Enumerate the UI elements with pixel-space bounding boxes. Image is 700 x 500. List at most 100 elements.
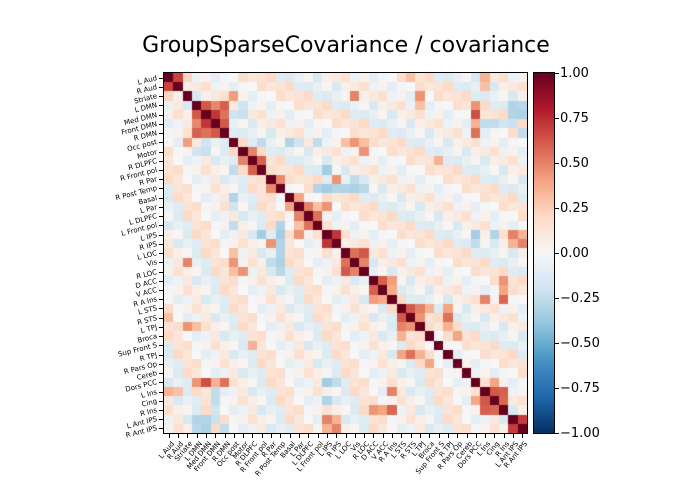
colorbar-tick-label: −0.75 (560, 380, 600, 396)
y-axis-tick (159, 234, 163, 236)
colorbar-tick-label: 0.00 (560, 245, 589, 261)
x-axis-tick (196, 434, 198, 438)
colorbar-tick-label: 0.50 (560, 155, 589, 171)
colorbar-gradient (534, 73, 554, 433)
y-axis-tick (159, 326, 163, 328)
x-axis-tick (522, 434, 524, 438)
y-axis-tick (159, 123, 163, 125)
y-axis-tick (159, 391, 163, 393)
x-axis-tick (308, 434, 310, 438)
y-axis-tick (159, 114, 163, 116)
y-axis-tick (159, 96, 163, 98)
colorbar-tick-label: −0.25 (560, 290, 600, 306)
y-axis-tick (159, 419, 163, 421)
x-axis-tick (485, 434, 487, 438)
x-axis-tick (466, 434, 468, 438)
x-axis-tick (289, 434, 291, 438)
x-axis-tick (215, 434, 217, 438)
x-axis-tick (373, 434, 375, 438)
y-axis-tick (159, 77, 163, 79)
x-axis-tick (317, 434, 319, 438)
y-axis-tick (159, 105, 163, 107)
x-axis-tick (457, 434, 459, 438)
x-axis-tick (326, 434, 328, 438)
colorbar-tick (555, 73, 559, 74)
y-axis-tick (159, 243, 163, 245)
y-axis-tick (159, 160, 163, 162)
colorbar-tick-label: 0.75 (560, 110, 589, 126)
x-axis-tick (429, 434, 431, 438)
x-axis-tick (271, 434, 272, 438)
y-axis-tick (159, 262, 163, 264)
colorbar-tick (555, 433, 559, 434)
y-axis-tick (159, 133, 163, 134)
colorbar-tick (555, 163, 559, 164)
x-axis-tick (187, 434, 189, 438)
x-axis-tick (503, 434, 505, 438)
y-axis-tick (159, 86, 163, 88)
x-axis-tick (354, 434, 356, 438)
y-axis-tick (159, 400, 163, 402)
y-axis-tick (159, 225, 163, 227)
x-axis-tick (233, 434, 235, 438)
y-axis-tick (159, 206, 163, 208)
y-axis-tick (159, 373, 163, 374)
x-axis-tick (336, 434, 338, 438)
y-axis-tick (159, 151, 163, 153)
y-axis-tick (159, 308, 163, 310)
y-axis-tick (159, 354, 163, 356)
heatmap-axes (163, 72, 528, 434)
colorbar-tick-label: −1.00 (560, 425, 600, 441)
y-axis-tick (159, 197, 163, 199)
colorbar-tick-label: 0.25 (560, 200, 589, 216)
x-axis-tick (447, 434, 449, 438)
colorbar-tick (555, 343, 559, 344)
colorbar-tick (555, 298, 559, 299)
x-axis-tick (410, 434, 412, 438)
y-axis-tick (159, 382, 163, 384)
y-axis-tick (159, 363, 163, 365)
x-axis-tick (392, 434, 393, 438)
y-axis-tick (159, 299, 163, 301)
colorbar-tick (555, 118, 559, 119)
colorbar-tick (555, 388, 559, 389)
x-axis-tick (420, 434, 421, 438)
colorbar-tick-label: −0.50 (560, 335, 600, 351)
y-axis-tick (159, 216, 163, 218)
covariance-heatmap-canvas (164, 73, 527, 433)
x-axis-tick (382, 434, 384, 438)
y-axis-tick (159, 428, 163, 430)
colorbar-tick (555, 253, 559, 254)
y-axis-tick (159, 336, 163, 338)
x-axis-tick (438, 434, 440, 438)
x-axis-tick (345, 434, 347, 438)
x-axis-tick (168, 434, 170, 438)
y-axis-tick (159, 345, 163, 347)
x-axis-tick (224, 434, 226, 438)
x-axis-tick (494, 434, 496, 438)
y-axis-tick (159, 280, 163, 282)
y-axis-tick (159, 409, 163, 411)
y-axis-tick (159, 253, 163, 254)
plot-title: GroupSparseCovariance / covariance (142, 33, 550, 58)
y-axis-tick (159, 317, 163, 319)
x-axis-tick (280, 434, 282, 438)
colorbar-tick (555, 208, 559, 209)
colorbar (533, 72, 555, 434)
x-axis-tick (178, 434, 179, 438)
y-axis-tick (159, 289, 163, 291)
x-axis-tick (243, 434, 245, 438)
x-axis-tick (513, 434, 514, 438)
x-axis-tick (252, 434, 254, 438)
y-axis-tick (159, 271, 163, 273)
y-axis-tick (159, 142, 163, 144)
y-axis-tick (159, 179, 163, 181)
y-axis-tick (159, 188, 163, 190)
y-axis-tick (159, 169, 163, 171)
x-axis-tick (401, 434, 403, 438)
x-axis-tick (364, 434, 366, 438)
x-axis-tick (299, 434, 300, 438)
x-axis-tick (475, 434, 477, 438)
x-axis-tick (205, 434, 207, 438)
x-axis-tick (261, 434, 263, 438)
